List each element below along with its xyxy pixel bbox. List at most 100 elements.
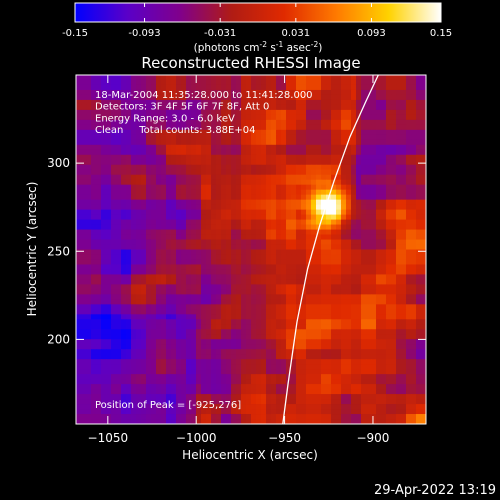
image-pixel: [281, 94, 287, 101]
image-pixel: [246, 419, 252, 424]
image-pixel: [231, 229, 237, 235]
image-pixel: [366, 75, 372, 81]
image-pixel: [146, 149, 152, 156]
image-pixel: [326, 79, 332, 86]
image-pixel: [401, 219, 407, 225]
image-pixel: [361, 109, 367, 116]
image-pixel: [391, 379, 397, 385]
image-pixel: [126, 329, 132, 335]
image-pixel: [221, 229, 227, 235]
image-pixel: [381, 239, 387, 245]
image-pixel: [226, 159, 232, 166]
image-pixel: [206, 279, 212, 285]
image-pixel: [141, 174, 147, 181]
image-pixel: [226, 249, 232, 255]
image-pixel: [361, 214, 367, 220]
image-pixel: [131, 329, 137, 335]
image-pixel: [131, 109, 137, 116]
image-pixel: [251, 114, 257, 121]
image-pixel: [391, 354, 397, 360]
image-pixel: [236, 339, 242, 345]
image-pixel: [121, 169, 127, 176]
image-pixel: [411, 109, 417, 116]
image-pixel: [131, 214, 137, 220]
image-pixel: [401, 234, 407, 240]
image-pixel: [121, 384, 127, 390]
image-pixel: [141, 364, 147, 370]
image-pixel: [356, 199, 362, 206]
image-pixel: [361, 154, 367, 161]
image-pixel: [171, 304, 177, 310]
image-pixel: [216, 374, 222, 380]
image-pixel: [141, 154, 147, 161]
image-pixel: [196, 284, 202, 290]
image-pixel: [331, 264, 337, 270]
image-pixel: [351, 144, 357, 151]
image-pixel: [176, 389, 182, 395]
image-pixel: [176, 364, 182, 370]
image-pixel: [86, 384, 92, 390]
image-pixel: [261, 404, 267, 410]
image-pixel: [326, 404, 332, 410]
image-pixel: [96, 389, 102, 395]
image-pixel: [221, 104, 227, 111]
image-pixel: [391, 174, 397, 181]
image-pixel: [381, 164, 387, 171]
image-pixel: [251, 134, 257, 141]
image-pixel: [406, 294, 412, 300]
image-pixel: [151, 369, 157, 375]
image-pixel: [286, 204, 292, 211]
image-pixel: [311, 174, 317, 181]
image-pixel: [241, 334, 247, 340]
image-pixel: [251, 79, 257, 86]
image-pixel: [141, 374, 147, 380]
image-pixel: [281, 354, 287, 360]
image-pixel: [96, 79, 102, 86]
image-pixel: [411, 219, 417, 225]
image-pixel: [76, 169, 82, 176]
image-pixel: [251, 409, 257, 415]
image-pixel: [331, 414, 337, 420]
image-pixel: [271, 179, 277, 186]
image-pixel: [251, 264, 257, 270]
image-pixel: [366, 314, 372, 320]
image-pixel: [126, 219, 132, 225]
image-pixel: [281, 264, 287, 270]
image-pixel: [236, 394, 242, 400]
image-pixel: [396, 204, 402, 211]
image-pixel: [291, 309, 297, 315]
image-pixel: [381, 274, 387, 280]
image-pixel: [166, 174, 172, 181]
image-pixel: [191, 104, 197, 111]
image-pixel: [106, 334, 112, 340]
image-pixel: [316, 319, 322, 325]
image-pixel: [316, 364, 322, 370]
image-pixel: [246, 109, 252, 116]
image-pixel: [396, 134, 402, 141]
image-pixel: [396, 344, 402, 350]
image-pixel: [196, 179, 202, 186]
image-pixel: [161, 179, 167, 186]
image-pixel: [236, 75, 242, 81]
image-pixel: [296, 134, 302, 141]
footer-timestamp: 29-Apr-2022 13:19: [374, 483, 496, 498]
image-pixel: [161, 239, 167, 245]
image-pixel: [281, 299, 287, 305]
image-pixel: [86, 264, 92, 270]
image-pixel: [186, 299, 192, 305]
image-pixel: [176, 229, 182, 235]
image-pixel: [341, 89, 347, 96]
image-pixel: [191, 114, 197, 121]
image-pixel: [96, 304, 102, 310]
image-pixel: [216, 184, 222, 191]
image-pixel: [376, 179, 382, 186]
image-pixel: [396, 224, 402, 230]
image-pixel: [146, 184, 152, 191]
plot-frame: [75, 74, 427, 425]
image-pixel: [246, 384, 252, 390]
image-pixel: [196, 114, 202, 121]
image-pixel: [156, 79, 162, 86]
image-pixel: [356, 284, 362, 290]
image-pixel: [171, 354, 177, 360]
image-pixel: [81, 179, 87, 186]
